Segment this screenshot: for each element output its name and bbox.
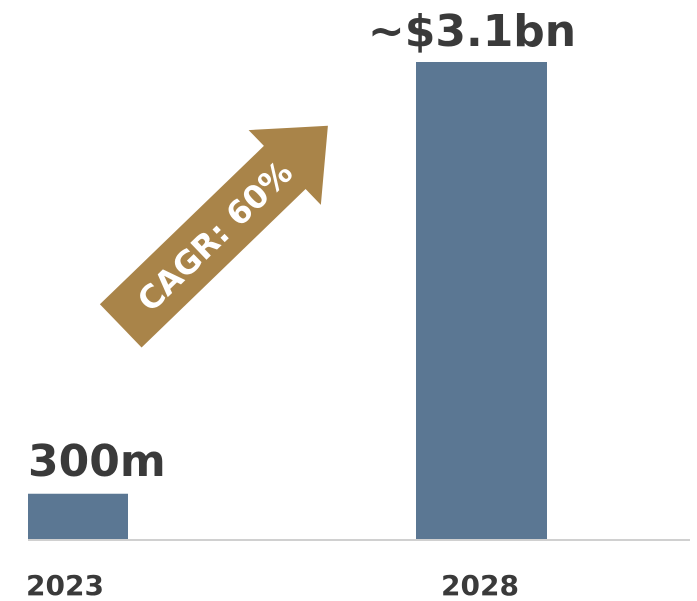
data-label-2023: 300m — [28, 436, 166, 487]
bars-group — [28, 62, 547, 540]
arrow-icon — [99, 125, 328, 348]
bar-2023 — [28, 493, 128, 540]
data-label-2028: ~$3.1bn — [368, 6, 576, 57]
bar-2028 — [416, 62, 547, 540]
x-tick-label-2028: 2028 — [441, 569, 519, 601]
cagr-annotation: CAGR: 60% — [130, 153, 300, 319]
x-tick-label-2023: 2023 — [26, 569, 104, 601]
cagr-arrow: CAGR: 60% — [99, 125, 328, 348]
